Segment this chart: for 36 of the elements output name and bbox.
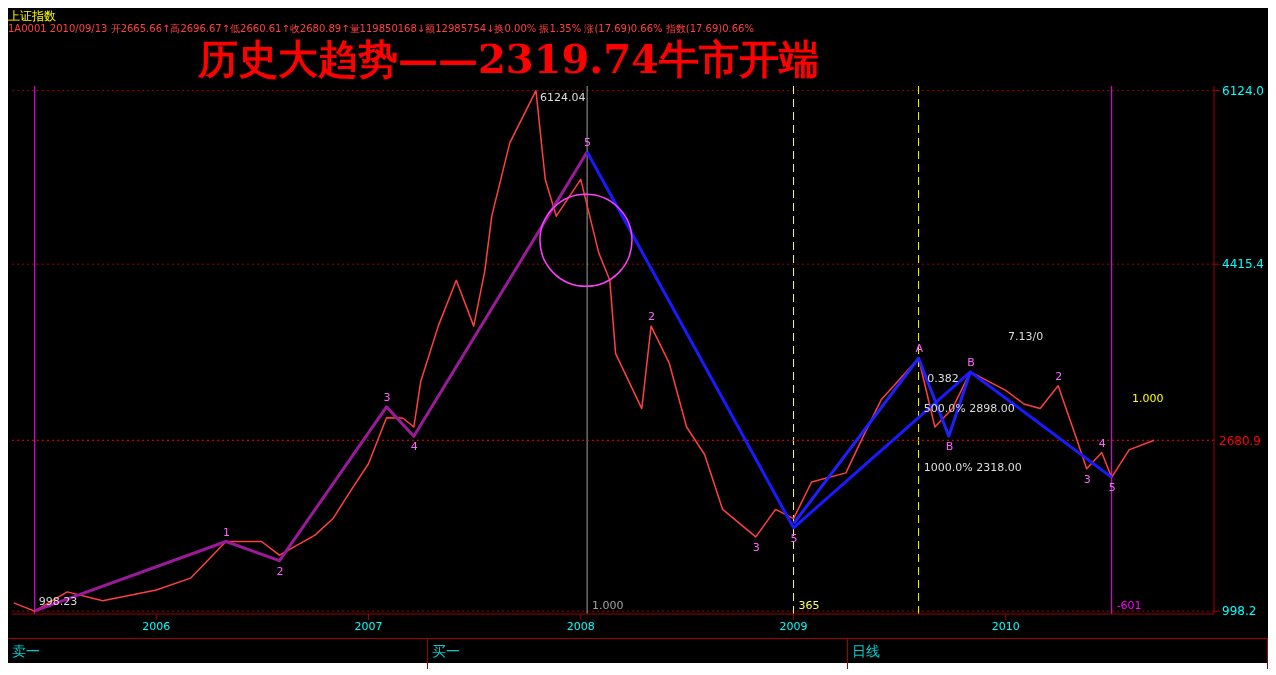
ref-line-label: 2680.9 [1219,433,1261,448]
annotation: 4 [1098,436,1106,450]
annotation: 5 [790,531,798,545]
chart-subtitle: 上证指数 [8,8,57,23]
annotation: 3 [1083,472,1091,486]
x-tick-label: 2009 [779,619,808,633]
text: 日线 [848,639,1268,669]
annotation: 1000.0% 2318.00 [923,461,1022,475]
annotation: 2 [1055,369,1063,383]
annotation: 2 [276,564,284,578]
annotation: 4 [410,440,418,454]
annotation: 3 [383,390,391,404]
x-tick-label: 2010 [991,619,1020,633]
annotation: 1 [223,525,230,539]
annotation: B [945,440,954,454]
annotation: 6124.04 [539,91,586,104]
x-tick-label: 2006 [142,619,171,633]
annotation: 7.13/0 [1008,330,1044,343]
ref-line-label: -601 [1116,599,1142,612]
x-tick-label: 2008 [566,619,595,633]
annotation: 0.382 [927,371,959,385]
annotation: B [967,355,975,369]
text: 卖一 [8,639,428,669]
text: 1A0001 2010/09/13 开2665.66↑高2696.67↑低2660.61↑收2680.89↑量119850168↓额12985754↓换0.00% 振1.35% 涨(17.69)0.66% 指数(17.69)0.66% [8,22,755,36]
ref-line-label: 1.000 [592,599,624,612]
annotation: 1.000 [1132,392,1164,405]
y-tick-label: 6124.0 [1222,83,1264,98]
ref-line-label: 365 [798,599,820,612]
x-tick-label: 2007 [354,619,383,633]
annotation: 5 [584,136,592,149]
chart-title: 历史大趋势——2319.74牛市开端 [197,35,820,82]
annotation: 3 [752,540,760,554]
y-tick-label: 998.2 [1222,604,1257,619]
y-tick-label: 4415.4 [1222,257,1264,272]
text: 买一 [428,639,848,669]
annotation: 2 [648,310,656,324]
